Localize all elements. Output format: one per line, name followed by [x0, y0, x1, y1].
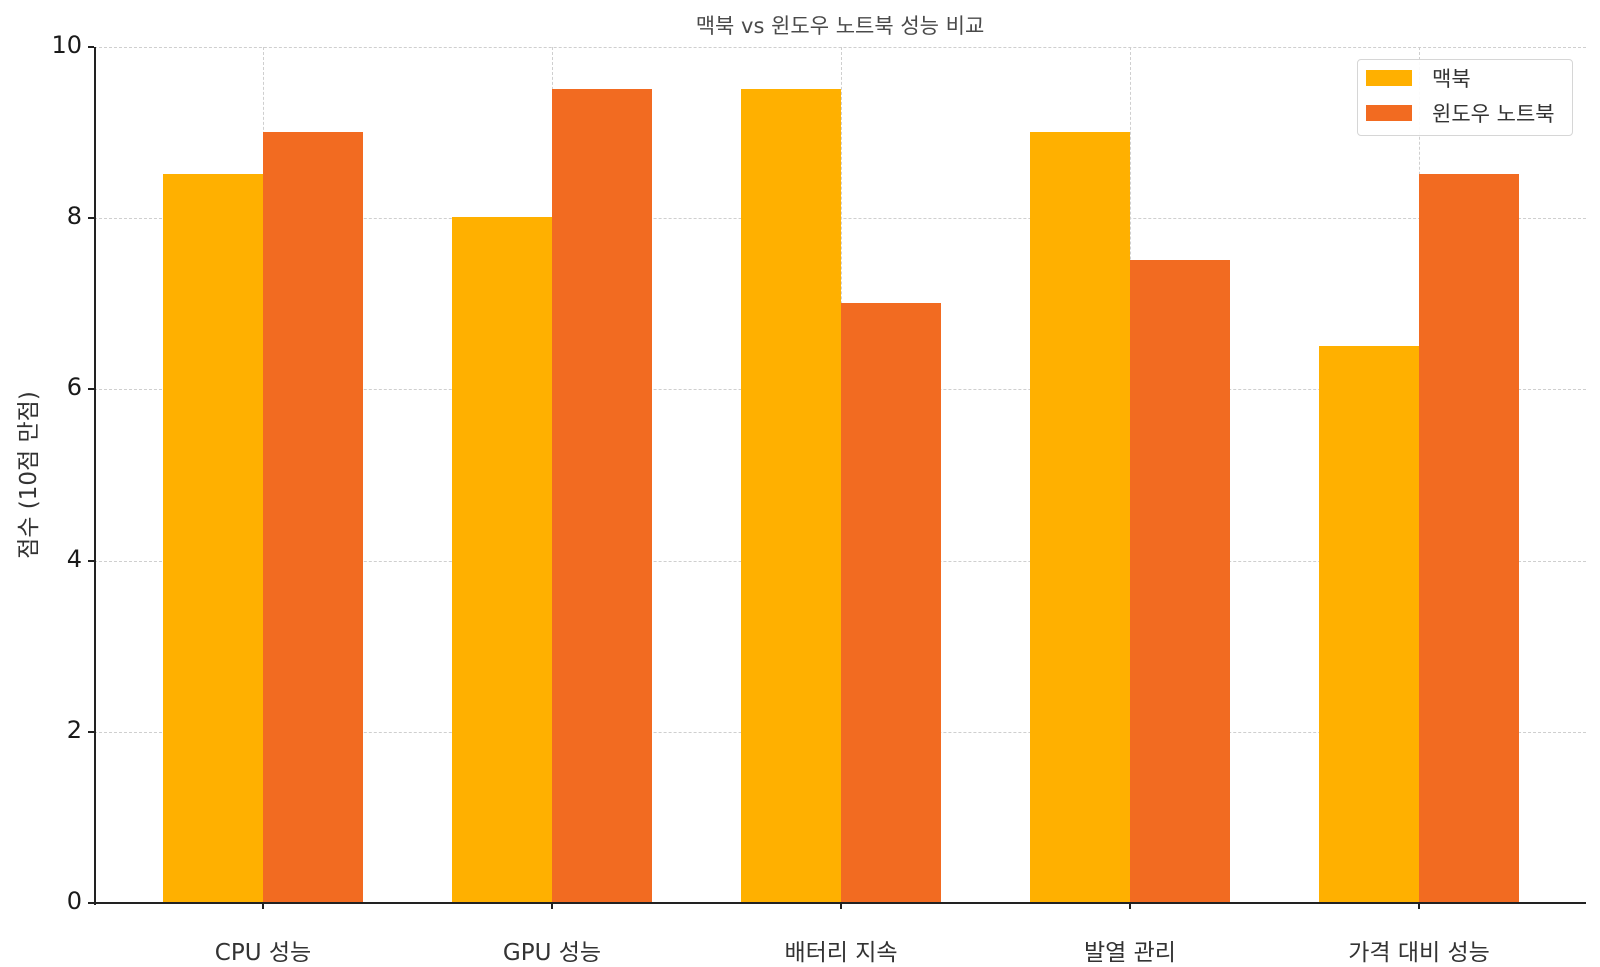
legend-item-windows: 윈도우 노트북: [1366, 102, 1555, 126]
legend-swatch-windows: [1366, 105, 1412, 121]
x-tick: [1129, 902, 1131, 909]
x-tick: [551, 902, 553, 909]
y-gridline: [94, 47, 1586, 48]
plot-area: 0 2 4 6 8 10 CPU 성능 GPU 성능 배터리 지속 발열 관리 가격 대비 성능: [51, 31, 1586, 966]
y-tick: [88, 730, 94, 733]
y-axis-line: [94, 47, 96, 905]
y-tick-label: 2: [66, 715, 82, 744]
legend-swatch-macbook: [1366, 70, 1412, 86]
x-tick: [840, 902, 842, 909]
bar-macbook-2: [741, 88, 841, 902]
bar-macbook-0: [163, 174, 263, 902]
y-tick: [88, 217, 94, 220]
x-tick: [262, 902, 264, 909]
bar-windows-2: [841, 302, 941, 902]
y-tick-label: 6: [66, 373, 82, 402]
x-tick-label: 가격 대비 성능: [1348, 940, 1490, 966]
bar-windows-4: [1419, 174, 1519, 902]
bar-macbook-1: [452, 217, 552, 902]
legend-item-macbook: 맥북: [1366, 67, 1471, 91]
bar-windows-0: [263, 131, 363, 902]
legend: 맥북 윈도우 노트북: [1357, 59, 1573, 136]
y-tick: [88, 559, 94, 562]
y-tick-label: 10: [51, 31, 82, 59]
x-tick: [1418, 902, 1420, 909]
x-tick-label: GPU 성능: [502, 940, 602, 966]
y-tick-label: 4: [66, 544, 82, 573]
bar-macbook-4: [1319, 345, 1419, 902]
bar-windows-3: [1130, 260, 1230, 902]
x-tick-label: 배터리 지속: [784, 940, 898, 966]
legend-label-macbook: 맥북: [1432, 67, 1471, 91]
y-tick-label: 8: [66, 202, 82, 231]
y-tick: [88, 46, 94, 48]
chart-title: 맥북 vs 윈도우 노트북 성능 비교: [695, 14, 985, 38]
bar-windows-1: [552, 88, 652, 902]
bar-macbook-3: [1030, 131, 1130, 902]
x-tick-label: 발열 관리: [1084, 940, 1176, 966]
y-tick-label: 0: [66, 887, 82, 915]
y-tick: [88, 902, 94, 904]
y-tick: [88, 388, 94, 391]
x-axis-line: [94, 902, 1586, 904]
legend-label-windows: 윈도우 노트북: [1432, 102, 1555, 126]
x-tick-label: CPU 성능: [214, 940, 312, 966]
y-axis-label: 점수 (10점 만점): [16, 391, 42, 559]
